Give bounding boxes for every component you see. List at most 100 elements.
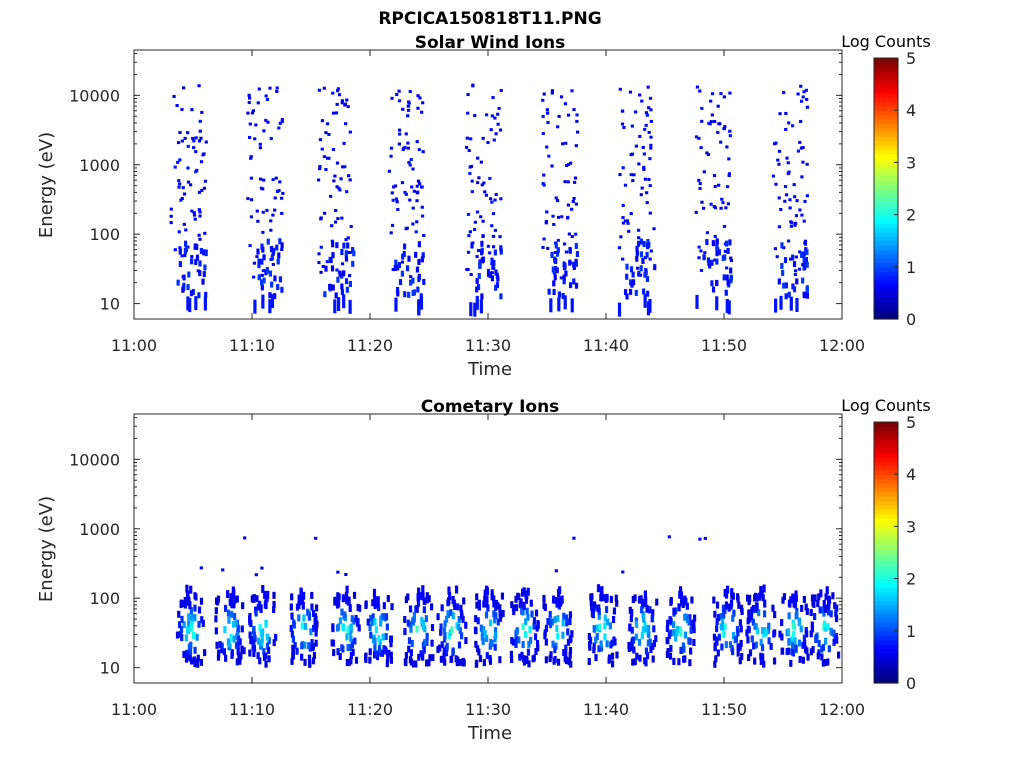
- heatmap-cell: [719, 92, 723, 96]
- heatmap-cell: [442, 652, 446, 660]
- heatmap-cell: [485, 587, 490, 596]
- heatmap-cell: [645, 243, 650, 250]
- heatmap-cell: [596, 584, 601, 593]
- heatmap-cell: [190, 255, 194, 259]
- heatmap-cell: [794, 221, 798, 225]
- heatmap-cell: [241, 602, 245, 610]
- heatmap-cell: [550, 91, 554, 95]
- heatmap-cell: [566, 203, 571, 207]
- heatmap-cell: [627, 229, 631, 233]
- heatmap-cell: [395, 286, 400, 293]
- heatmap-cell: [621, 109, 625, 113]
- heatmap-cell: [564, 270, 568, 277]
- heatmap-cell: [246, 111, 250, 115]
- heatmap-cell: [372, 651, 377, 659]
- heatmap-cell: [194, 296, 198, 311]
- heatmap-cell: [236, 629, 240, 637]
- heatmap-cell: [637, 162, 641, 166]
- colorbar-swatch: [874, 509, 898, 514]
- heatmap-cell: [265, 642, 270, 650]
- heatmap-cell: [317, 88, 322, 92]
- heatmap-cell: [695, 294, 699, 309]
- heatmap-cell: [674, 634, 678, 642]
- heatmap-cell: [630, 124, 634, 128]
- heatmap-cell: [291, 644, 295, 652]
- heatmap-cell: [390, 191, 394, 195]
- heatmap-cell: [409, 158, 413, 162]
- heatmap-cell: [713, 660, 717, 668]
- heatmap-cell: [644, 647, 649, 655]
- heatmap-cell: [420, 616, 424, 624]
- heatmap-cell: [414, 230, 418, 234]
- colorbar-swatch: [874, 232, 898, 237]
- heatmap-cell: [186, 296, 190, 311]
- heatmap-cell: [347, 596, 351, 605]
- heatmap-cell: [186, 166, 190, 170]
- heatmap-cell: [479, 299, 483, 314]
- heatmap-cell: [342, 624, 346, 632]
- heatmap-cell: [308, 659, 312, 667]
- heatmap-cell: [606, 618, 610, 626]
- heatmap-cell: [417, 276, 421, 283]
- heatmap-cell: [727, 300, 731, 315]
- heatmap-cell: [236, 635, 241, 643]
- heatmap-cell: [723, 249, 727, 253]
- heatmap-cell: [421, 592, 425, 601]
- heatmap-cell: [189, 183, 193, 187]
- heatmap-cell: [635, 620, 639, 628]
- heatmap-cell: [249, 215, 254, 219]
- heatmap-cell: [528, 625, 532, 633]
- heatmap-cell: [690, 596, 694, 604]
- heatmap-cell: [556, 658, 561, 666]
- heatmap-cell: [541, 182, 545, 186]
- heatmap-cell: [727, 172, 731, 176]
- heatmap-cell: [425, 638, 429, 646]
- y-tick-label: 10: [100, 295, 120, 314]
- heatmap-cell: [290, 612, 294, 620]
- colorbar-swatch: [874, 110, 898, 116]
- heatmap-cell: [223, 604, 228, 612]
- heatmap-cell: [336, 276, 340, 283]
- heatmap-cell: [557, 297, 561, 312]
- colorbar-swatch: [874, 648, 898, 654]
- heatmap-cell: [406, 619, 410, 627]
- heatmap-cell: [407, 637, 412, 645]
- heatmap-cell: [438, 644, 442, 652]
- heatmap-cell: [522, 601, 526, 610]
- heatmap-cell: [626, 221, 630, 225]
- colorbar-tick-label: 2: [906, 570, 916, 589]
- heatmap-cell: [269, 137, 273, 141]
- heatmap-cell: [521, 641, 525, 649]
- heatmap-cell: [810, 594, 815, 602]
- heatmap-cell: [567, 658, 572, 666]
- heatmap-cell: [277, 189, 281, 193]
- heatmap-cell: [409, 625, 413, 633]
- y-tick-label: 10000: [69, 450, 120, 469]
- heatmap-cell: [290, 630, 294, 638]
- heatmap-cell: [204, 291, 208, 298]
- heatmap-cell: [521, 623, 525, 631]
- heatmap-cell: [566, 162, 571, 166]
- heatmap-cell: [716, 131, 720, 135]
- heatmap-cell: [203, 231, 207, 235]
- heatmap-cell: [542, 183, 546, 187]
- heatmap-cell: [566, 628, 570, 636]
- heatmap-cell: [485, 599, 489, 608]
- heatmap-cell: [668, 652, 673, 660]
- heatmap-cell: [752, 642, 756, 650]
- heatmap-cell: [527, 660, 531, 668]
- colorbar-swatch: [874, 452, 898, 458]
- heatmap-cell: [728, 239, 732, 246]
- heatmap-cell: [726, 202, 730, 206]
- heatmap-cell: [493, 627, 498, 635]
- heatmap-cell: [625, 293, 629, 300]
- heatmap-cell: [567, 232, 571, 236]
- heatmap-cell: [385, 623, 389, 631]
- heatmap-cell: [490, 262, 494, 266]
- colorbar-frame: [873, 421, 899, 684]
- heatmap-cell: [334, 292, 338, 299]
- colorbar-swatch: [874, 292, 898, 298]
- heatmap-cell: [804, 603, 808, 611]
- heatmap-cell: [195, 254, 200, 261]
- heatmap-cell: [535, 624, 539, 632]
